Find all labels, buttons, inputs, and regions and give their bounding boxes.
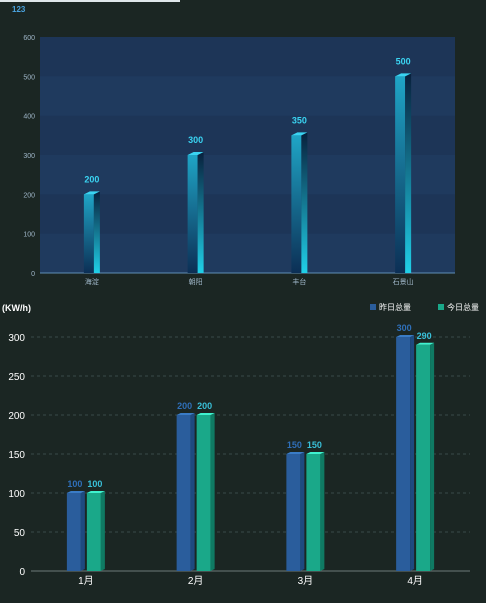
bar-top [396,335,415,337]
bar-top [196,413,215,415]
y-tick-label: 200 [8,411,25,422]
district-bar-chart: 0 100 200 300 400 500 600 200 海淀 300 朝阳 350 丰台 500 石景山 [23,35,455,286]
plot-band [40,155,455,195]
bar-top [176,413,195,415]
data-label: 300 [188,135,203,145]
data-label: 150 [287,440,302,450]
y-tick-label: 50 [14,528,26,539]
bar-side [93,191,100,273]
bar [396,337,411,571]
y-tick-label: 0 [31,271,35,278]
y-tick-label: 200 [23,192,35,199]
data-label: 300 [397,323,412,333]
bar [196,415,211,571]
bar-side [301,132,308,273]
y-tick-label: 100 [8,489,25,500]
x-tick-label: 石景山 [393,277,414,286]
y-tick-label: 0 [19,567,25,578]
bar-top [83,191,100,195]
data-label: 150 [307,440,322,450]
data-label: 200 [84,174,99,184]
legend-label: 今日总量 [447,302,479,312]
bar [306,454,321,571]
bar [291,135,302,273]
bar [187,155,198,273]
data-label: 290 [417,331,432,341]
bar-top [416,342,435,345]
y-axis-title: (KW/h) [2,303,31,313]
bar-side [100,491,105,571]
data-label: 100 [87,479,102,489]
data-label: 200 [197,401,212,411]
bar-top [306,452,325,454]
data-label: 200 [177,401,192,411]
x-tick-label: 丰台 [292,277,306,286]
bar-side [430,342,435,571]
bar [416,344,431,571]
top-divider-line [0,0,180,2]
bar-side [80,491,85,571]
header-badge: 123 [12,5,26,14]
plot-band [40,76,455,116]
bar-side [197,152,204,273]
x-tick-label: 4月 [407,575,423,587]
bar-side [190,413,195,571]
y-tick-label: 400 [23,114,35,121]
bar-top [66,491,85,493]
data-label: 100 [67,479,82,489]
data-label: 500 [396,56,411,66]
bar-side [210,413,215,571]
bar [286,454,301,571]
y-tick-label: 500 [23,74,35,81]
x-tick-label: 海淀 [85,277,99,286]
y-tick-label: 300 [23,153,35,160]
bar-top [291,132,308,136]
bar [83,194,94,273]
bar-top [395,73,412,77]
y-tick-label: 600 [23,35,35,42]
bar-side [405,73,412,273]
y-tick-label: 300 [8,333,25,344]
bar [86,493,101,571]
y-tick-label: 150 [8,450,25,461]
y-tick-label: 100 [23,232,35,239]
bar-top [86,491,105,493]
legend-label: 昨日总量 [379,302,411,312]
legend-swatch [370,304,376,310]
bar [395,76,406,273]
bar-top [187,152,204,155]
data-label: 350 [292,115,307,125]
bar [176,415,191,571]
x-tick-label: 3月 [298,575,314,587]
plot-band [40,233,455,273]
bar-side [410,335,415,571]
bar-side [300,452,305,571]
x-tick-label: 2月 [188,575,204,587]
y-tick-label: 250 [8,372,25,383]
bar-side [320,452,325,571]
bar-top [286,452,305,454]
bar [66,493,81,571]
x-tick-label: 1月 [78,575,94,587]
x-tick-label: 朝阳 [189,277,203,286]
legend-swatch [438,304,444,310]
